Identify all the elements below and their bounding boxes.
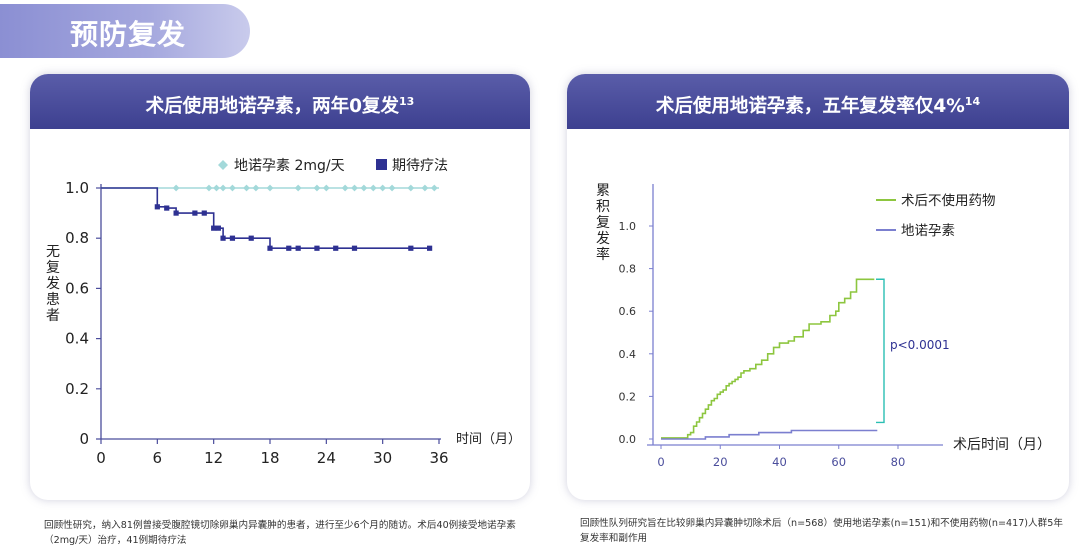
expectant-censor-marker — [154, 204, 160, 210]
legend-expectant-label: 期待疗法 — [392, 158, 448, 174]
dienogest-censor-marker — [369, 184, 377, 192]
x-tick-label: 20 — [713, 455, 728, 469]
x-tick-label: 24 — [317, 449, 336, 467]
dienogest-censor-marker — [407, 184, 415, 192]
expectant-censor-marker — [333, 245, 339, 251]
dienogest-censor-marker — [172, 184, 180, 192]
y-tick-label: 0.6 — [619, 305, 637, 318]
y-tick-label: 0.8 — [65, 229, 89, 247]
dienogest-censor-marker — [229, 184, 236, 192]
dienogest-censor-marker — [252, 184, 260, 192]
dienogest-censor-marker — [322, 184, 330, 192]
x-tick-label: 36 — [429, 449, 448, 467]
significance-bracket — [876, 278, 885, 424]
section-title-pill: 预防复发 — [0, 4, 250, 58]
dienogest-censor-marker — [421, 184, 429, 192]
dienogest-censor-marker — [213, 184, 220, 192]
right-card-title-ref: 14 — [964, 95, 981, 108]
legend-dienogest-marker — [218, 160, 228, 170]
series-expectant-line — [101, 187, 430, 249]
dienogest-censor-marker — [379, 184, 387, 192]
expectant-censor-marker — [201, 210, 207, 216]
dienogest-censor-marker — [266, 184, 274, 192]
left-card-title-ref: 13 — [399, 95, 415, 108]
expectant-censor-marker — [215, 225, 221, 231]
right-card: 术后使用地诺孕素，五年复发率仅4%14 0 20 40 60 80 0.0 0.2 0.4 0.… — [567, 74, 1069, 500]
legend-expectant-marker — [376, 159, 387, 170]
y-tick-label: 0.4 — [619, 348, 637, 361]
x-tick-label: 0 — [657, 455, 664, 469]
expectant-censor-marker — [173, 210, 179, 216]
dienogest-censor-marker — [430, 184, 438, 192]
expectant-censor-marker — [408, 245, 414, 251]
expectant-censor-marker — [248, 235, 254, 241]
expectant-censor-marker — [351, 245, 358, 251]
series-dienogest-line — [661, 429, 878, 440]
x-tick-label: 60 — [831, 455, 846, 469]
expectant-censor-marker — [286, 245, 292, 251]
expectant-censor-marker — [267, 245, 273, 251]
x-axis-label: 时间（月） — [456, 432, 521, 447]
expectant-censor-marker — [192, 210, 198, 216]
legend-dienogest-label: 地诺孕素 — [901, 223, 955, 239]
left-card: 术后使用地诺孕素，两年0复发13 0 6 12 18 24 30 36 0 0.2 0.4 0.6 0… — [30, 74, 530, 500]
dienogest-censor-marker — [360, 184, 368, 192]
left-card-title: 术后使用地诺孕素，两年0复发 — [145, 96, 400, 118]
dienogest-censor-marker — [294, 184, 302, 192]
right-footnote: 回顾性队列研究旨在比较卵巢内异囊肿切除术后（n=568）使用地诺孕素(n=151… — [580, 518, 1063, 544]
left-footnote: 回顾性研究，纳入81例曾接受腹腔镜切除卵巢内异囊肿的患者，进行至少6个月的随访。… — [44, 520, 516, 546]
left-card-header: 术后使用地诺孕素，两年0复发13 — [30, 74, 530, 129]
x-tick-label: 40 — [772, 455, 787, 469]
y-tick-label: 0.2 — [619, 390, 637, 403]
cumulative-recurrence-chart: 0 20 40 60 80 0.0 0.2 0.4 0.6 0.8 1.0 术后时间（月） 累积复发率 术… — [596, 183, 1051, 469]
y-tick-label: 1.0 — [65, 179, 89, 197]
section-title: 预防复发 — [70, 18, 187, 51]
expectant-censor-marker — [220, 235, 226, 241]
x-tick-label: 6 — [153, 449, 163, 467]
y-tick-label: 0.6 — [65, 279, 89, 297]
right-card-header: 术后使用地诺孕素，五年复发率仅4%14 — [567, 74, 1069, 129]
dienogest-censor-marker — [243, 184, 250, 192]
x-tick-label: 12 — [204, 449, 223, 467]
expectant-censor-marker — [211, 225, 217, 231]
y-tick-label: 0.0 — [619, 433, 637, 446]
expectant-censor-marker — [164, 205, 170, 211]
dienogest-censor-marker — [205, 184, 213, 192]
expectant-censor-marker — [314, 245, 320, 251]
legend-dienogest-label: 地诺孕素 2mg/天 — [234, 158, 345, 174]
dienogest-censor-marker — [219, 184, 227, 192]
legend-no-drug-label: 术后不使用药物 — [901, 192, 996, 209]
x-axis-label: 术后时间（月） — [953, 437, 1051, 453]
x-tick-label: 0 — [96, 449, 106, 467]
series-no-drug-line — [661, 278, 875, 439]
expectant-censor-marker — [427, 245, 433, 251]
dienogest-censor-marker — [351, 184, 358, 192]
y-axis-label: 累积复发率 — [596, 183, 610, 263]
expectant-censor-marker — [295, 245, 301, 251]
p-value-annotation: p<0.0001 — [890, 338, 950, 352]
right-card-title: 术后使用地诺孕素，五年复发率仅4% — [655, 96, 965, 118]
dienogest-censor-marker — [388, 184, 396, 192]
dienogest-censor-marker — [313, 184, 321, 192]
x-tick-label: 30 — [373, 449, 392, 467]
expectant-censor-marker — [229, 235, 236, 241]
y-tick-label: 0 — [79, 430, 89, 448]
y-tick-label: 0.4 — [65, 330, 89, 348]
y-axis-label: 无复发患者 — [46, 244, 60, 324]
y-tick-label: 0.8 — [619, 263, 637, 276]
y-tick-label: 0.2 — [65, 380, 89, 398]
x-tick-label: 80 — [891, 455, 906, 469]
recurrence-free-chart: 0 6 12 18 24 30 36 0 0.2 0.4 0.6 0.8 1.0 时间（月） 无复发患者 地诺… — [46, 158, 521, 467]
dienogest-censor-marker — [341, 184, 349, 192]
y-tick-label: 1.0 — [619, 220, 637, 233]
x-tick-label: 18 — [260, 449, 279, 467]
